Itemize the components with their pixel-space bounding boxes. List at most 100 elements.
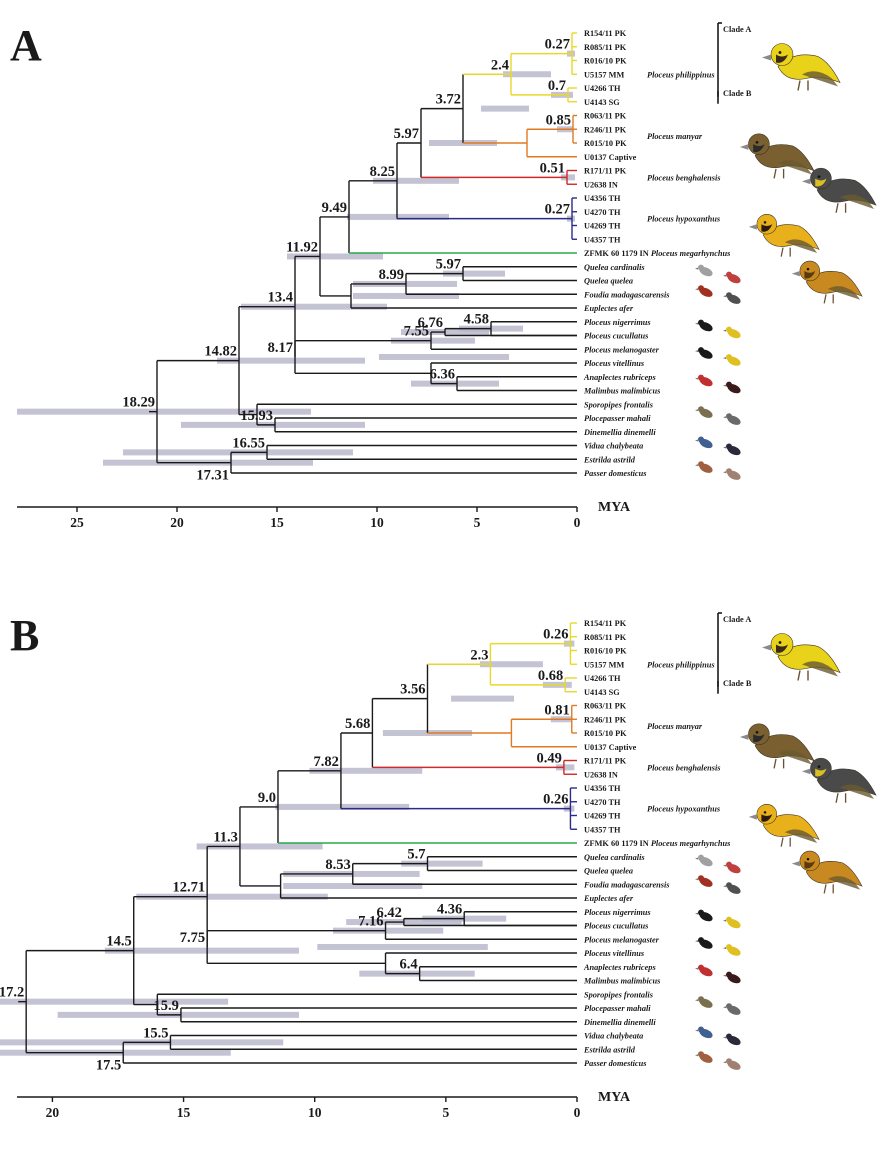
node-age-label: 5.68: [345, 716, 370, 732]
tip-label: Vidua chalybeata: [584, 1032, 643, 1041]
hpd-bar: [373, 177, 459, 184]
hpd-bar: [391, 337, 475, 344]
species-label: Ploceus benghalensis: [647, 763, 721, 772]
tip-label: Ploceus nigerrimus: [584, 908, 651, 917]
tip-label: Dinemellia dinemelli: [583, 428, 656, 437]
clade-a-label: Clade A: [723, 25, 751, 34]
node-age-label: 15.5: [143, 1025, 168, 1041]
bird-thumbnail: [723, 271, 741, 284]
bird-thumbnail: [723, 861, 741, 874]
node-age-label: 0.7: [548, 78, 566, 94]
bird-thumbnail: [723, 1003, 741, 1015]
node-age-label: 5.7: [407, 847, 425, 863]
tip-label: R063/11 PK: [584, 112, 627, 121]
bird-thumbnail: [723, 971, 741, 984]
hpd-bar: [481, 105, 529, 112]
tip-label: U4270 TH: [584, 798, 621, 807]
axis-unit-label: MYA: [598, 1090, 631, 1105]
bird-thumbnail: [723, 916, 741, 929]
tip-label: Ploceus melanogaster: [584, 345, 660, 354]
hpd-bar: [503, 71, 551, 78]
node-age-label: 17.5: [96, 1058, 121, 1074]
node-age-label: 6.76: [418, 315, 443, 331]
tip-label: R016/10 PK: [584, 647, 627, 656]
node-age-label: 11.3: [213, 829, 238, 845]
tip-label: U4270 TH: [584, 208, 621, 217]
tip-label: U0137 Captive: [584, 743, 637, 752]
streaked-weaver-illustration: [739, 133, 815, 179]
tip-label: R016/10 PK: [584, 57, 627, 66]
node-age-label: 13.4: [268, 290, 293, 306]
baya-weaver-illustration: [762, 43, 841, 91]
hpd-bar: [317, 943, 488, 950]
bird-thumbnail: [695, 374, 713, 387]
node-age-label: 2.3: [470, 647, 488, 663]
tip-label: R085/11 PK: [584, 43, 627, 52]
node-age-label: 0.27: [545, 202, 570, 218]
node-ages: 18.29 17.31 16.55 15.93 14.82 13.4 11.92 9.49 8.…: [122, 37, 571, 484]
tip-label: Foudia madagascarensis: [583, 880, 670, 889]
bird-thumbnail: [695, 264, 713, 277]
tip-label: Ploceus melanogaster: [584, 935, 660, 944]
bird-thumbnail: [695, 964, 713, 977]
asian-golden-weaver-illustration: [791, 260, 863, 304]
tip-label: Quelea cardinalis: [584, 263, 645, 272]
tip-label: Plocepasser mahali: [584, 414, 651, 423]
tip-label: U2638 IN: [584, 770, 618, 779]
bird-thumbnail: [695, 909, 713, 922]
hpd-bar: [275, 803, 410, 810]
node-age-label: 6.36: [430, 367, 455, 383]
bird-thumbnail: [695, 285, 713, 297]
bird-thumbnail: [723, 882, 741, 894]
axis-tick-label: 10: [370, 515, 384, 530]
node-age-label: 7.82: [314, 754, 339, 770]
species-label: Ploceus philippinus: [647, 70, 715, 79]
tip-label: Dinemellia dinemelli: [583, 1018, 656, 1027]
hpd-bar: [556, 764, 575, 771]
bird-thumbnail: [723, 1058, 741, 1070]
bird-thumbnail: [695, 461, 713, 473]
bird-thumbnail: [695, 937, 713, 949]
tip-label: U4269 TH: [584, 222, 621, 231]
bird-thumbnail: [723, 413, 741, 425]
node-age-label: 8.99: [379, 267, 404, 283]
panel-letter: B: [10, 611, 39, 660]
streaked-weaver-illustration: [739, 723, 815, 769]
node-age-label: 7.55: [404, 324, 429, 340]
hpd-bars: [17, 50, 575, 466]
node-age-label: 14.5: [106, 934, 131, 950]
bird-thumbnail: [723, 354, 741, 366]
tip-label: Plocepasser mahali: [584, 1004, 651, 1013]
bird-thumbnail: [695, 1026, 713, 1039]
tip-label: Ploceus nigerrimus: [584, 318, 651, 327]
node-age-label: 8.25: [370, 164, 395, 180]
species-label: Ploceus hypoxanthus: [647, 805, 720, 814]
bird-thumbnail: [723, 381, 741, 394]
tip-label: ZFMK 60 1179 IN Ploceus megarhynchus: [584, 839, 730, 848]
clade-b-label: Clade B: [723, 89, 752, 98]
node-age-label: 16.55: [232, 435, 265, 451]
node-age-label: 8.53: [325, 857, 350, 873]
tip-label: Estrilda astrild: [583, 455, 636, 464]
clade-a-label: Clade A: [723, 615, 751, 624]
hpd-bar: [217, 357, 365, 364]
axis-tick-label: 25: [70, 515, 84, 530]
node-age-label: 9.0: [258, 790, 276, 806]
hpd-bar: [347, 213, 449, 220]
tip-label: R015/10 PK: [584, 729, 627, 738]
tip-label: U4269 TH: [584, 812, 621, 821]
hpd-bar: [283, 882, 423, 889]
tip-label: U5157 MM: [584, 660, 624, 669]
bird-thumbnail: [695, 347, 713, 359]
node-age-label: 0.26: [543, 627, 568, 643]
tip-label: R154/11 PK: [584, 619, 627, 628]
species-label: Ploceus manyar: [647, 722, 703, 731]
tip-label: Vidua chalybeata: [584, 442, 643, 451]
tip-label: Foudia madagascarensis: [583, 290, 670, 299]
tip-label: U4356 TH: [584, 784, 621, 793]
hpd-bar: [353, 292, 459, 299]
panel-b: B 17.2 17.5 15.5 15.9 14.5 12.71 11.3 9.0 7.82 5.6…: [0, 611, 877, 1120]
bird-thumbnail: [695, 436, 713, 449]
species-label: Ploceus philippinus: [647, 660, 715, 669]
